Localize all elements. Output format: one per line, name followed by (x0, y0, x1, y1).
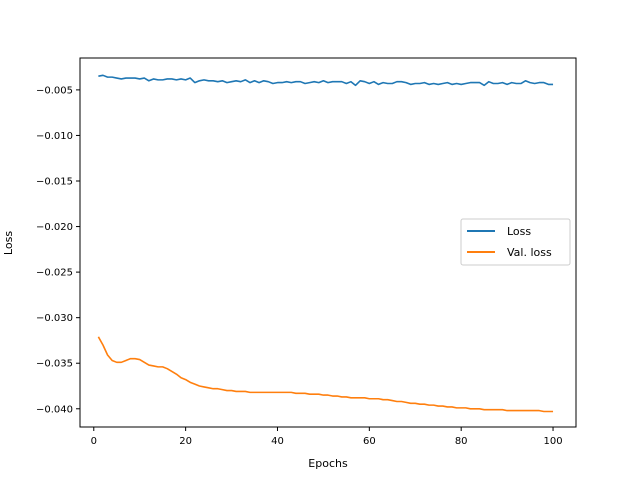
y-tick-label: −0.025 (36, 268, 73, 279)
x-tick-label: 100 (543, 436, 562, 447)
y-axis: −0.040 −0.035 −0.030 −0.025 −0.020 −0.015 −0.0… (36, 85, 80, 415)
y-tick-label: −0.020 (36, 222, 73, 233)
x-tick-label: 60 (363, 436, 376, 447)
legend-label-val-loss: Val. loss (507, 246, 552, 259)
y-tick-label: −0.030 (36, 313, 73, 324)
y-tick-label: −0.035 (36, 359, 73, 370)
y-tick-label: −0.040 (36, 404, 73, 415)
x-tick-label: 40 (271, 436, 284, 447)
plot-frame (79, 57, 577, 428)
y-tick-label: −0.005 (36, 85, 73, 96)
legend-label-loss: Loss (507, 225, 531, 238)
legend: Loss Val. loss (460, 218, 571, 266)
series-line-val-loss (97, 336, 554, 413)
series-layer (97, 74, 554, 413)
y-tick-label: −0.015 (36, 177, 73, 188)
series-line-loss (98, 74, 554, 87)
x-tick-label: 80 (455, 436, 468, 447)
x-axis-label: Epochs (308, 457, 348, 470)
x-tick-label: 0 (91, 436, 97, 447)
y-tick-label: −0.010 (36, 131, 73, 142)
x-tick-label: 20 (179, 436, 192, 447)
y-axis-label: Loss (2, 231, 15, 255)
x-axis: 0 20 40 60 80 100 (91, 427, 563, 447)
